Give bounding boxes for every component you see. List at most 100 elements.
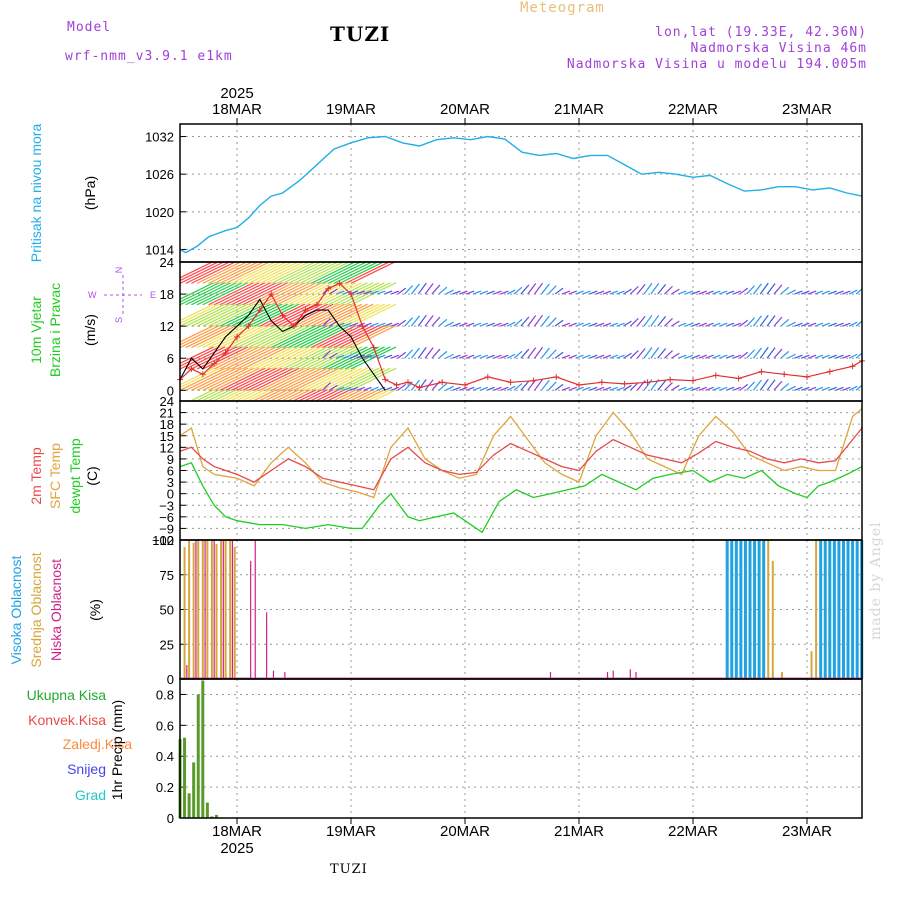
wind-arrow	[322, 318, 331, 327]
wind-arrow	[602, 354, 612, 359]
wind-arrow	[506, 289, 516, 295]
wind-arrow	[225, 262, 271, 284]
wind-arrow	[465, 354, 475, 359]
wind-arrow	[657, 262, 659, 263]
wind-arrow	[514, 262, 515, 263]
wind-arrow	[842, 386, 851, 391]
wind-arrow	[513, 318, 523, 327]
wind-arrow	[766, 283, 776, 295]
wind-arrow	[760, 262, 762, 263]
wind-speed-marker	[279, 312, 286, 319]
wind-arrow	[349, 386, 359, 391]
wind-arrow	[671, 288, 680, 295]
wind-barbs	[180, 262, 862, 401]
wind-arrow	[288, 303, 334, 327]
wind-arrow	[643, 282, 653, 295]
wind-arrow	[356, 290, 365, 295]
wind-side-label-2: Brzina i Pravac	[47, 283, 63, 377]
precip-legend-conv: Konvek.Kisa	[28, 712, 106, 728]
wind-arrow	[773, 262, 775, 263]
wind-arrow	[349, 322, 359, 327]
wind-arrow	[664, 318, 673, 327]
wind-arrow	[766, 315, 776, 327]
wind-arrow	[835, 354, 844, 359]
wind-arrow	[548, 262, 550, 263]
wind-arrow	[191, 303, 237, 327]
wind-arrow	[299, 262, 345, 284]
wind-arrow	[329, 384, 338, 391]
wind-arrow	[650, 282, 660, 295]
wind-arrow	[242, 303, 288, 327]
wind-arrow	[219, 303, 266, 327]
wind-arrow	[339, 324, 385, 349]
wind-arrow	[180, 324, 220, 346]
wind-arrow	[445, 385, 454, 391]
wind-arrow	[752, 283, 762, 295]
wind-arrow	[349, 354, 359, 359]
wind-arrow	[397, 287, 407, 295]
wind-arrow	[180, 282, 220, 303]
wind-arrow	[180, 367, 226, 391]
y-tick-label: 12	[160, 319, 174, 334]
wind-arrow	[759, 378, 769, 391]
wind-arrow	[595, 322, 605, 327]
wind-arrow	[316, 367, 363, 391]
wind-arrow	[506, 353, 516, 359]
wind-arrow	[848, 385, 858, 391]
wind-arrow	[807, 322, 817, 327]
wind-arrow	[242, 262, 288, 284]
wind-arrow	[294, 262, 296, 263]
wind-gust-line	[179, 298, 386, 391]
direction-key-s: S	[114, 317, 124, 323]
wind-arrow	[185, 282, 231, 306]
wind-arrow	[698, 290, 707, 295]
wind-arrow	[333, 324, 380, 349]
wind-arrow	[616, 290, 625, 295]
wind-arrow	[299, 346, 345, 370]
wind-arrow	[236, 262, 283, 284]
wind-speed-marker	[804, 373, 810, 380]
wind-arrow	[465, 322, 475, 327]
wind-arrow	[237, 262, 239, 263]
wind-arrow	[671, 320, 680, 327]
wind-arrow	[746, 262, 748, 263]
wind-speed-marker	[667, 376, 674, 383]
wind-arrow	[333, 262, 336, 263]
wind-arrow	[404, 262, 406, 263]
wind-arrow	[417, 282, 427, 295]
wind-arrow	[248, 324, 294, 349]
wind-arrow	[356, 322, 365, 327]
wind-arrow	[630, 262, 632, 263]
y-tick-label: 0.8	[156, 687, 174, 702]
wind-arrow	[191, 262, 193, 263]
wind-arrow	[282, 262, 284, 263]
y-tick-label: 0.4	[156, 749, 174, 764]
wind-arrow	[752, 315, 762, 327]
wind-arrow	[225, 324, 271, 349]
wind-arrow	[520, 316, 530, 327]
precip-legend-freezing: Zaledj.Kisa	[63, 736, 132, 752]
wind-arrow	[691, 322, 701, 327]
precip-legend-total: Ukupna Kisa	[27, 687, 107, 703]
wind-arrow	[547, 381, 557, 391]
wind-arrow	[185, 324, 231, 349]
wind-arrow	[208, 303, 254, 327]
y-tick-label: 12	[160, 440, 174, 455]
wind-arrow	[356, 354, 365, 359]
wind-arrow	[513, 350, 523, 359]
wind-arrow	[595, 386, 605, 391]
wind-arrow	[540, 283, 550, 295]
wind-arrow	[276, 262, 323, 284]
wind-speed-marker	[507, 379, 514, 386]
wind-arrow	[185, 346, 231, 370]
wind-arrow	[202, 262, 248, 284]
wind-arrow	[787, 289, 796, 295]
wind-arrow	[746, 317, 756, 327]
wind-arrow	[705, 290, 714, 295]
wind-arrow	[855, 384, 862, 391]
wind-arrow	[616, 322, 625, 327]
wind-arrow	[333, 367, 380, 391]
coords-label: lon,lat (19.33E, 42.36N)	[655, 25, 867, 40]
wind-arrow	[657, 283, 667, 295]
